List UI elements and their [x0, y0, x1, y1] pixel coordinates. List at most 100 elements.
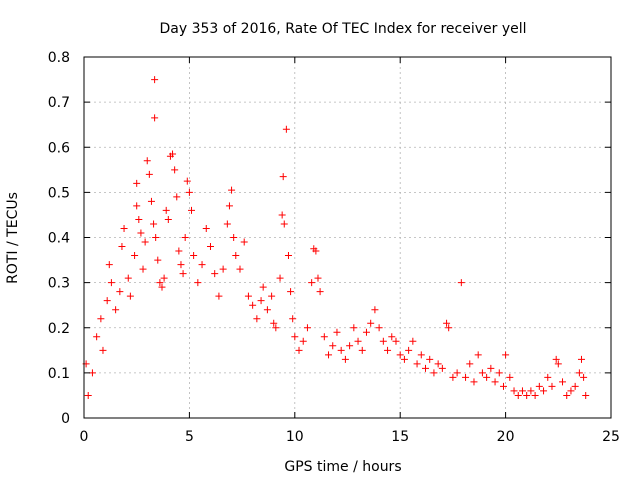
data-point — [434, 360, 442, 368]
data-point — [462, 373, 470, 381]
data-point — [135, 215, 143, 223]
data-point — [518, 387, 526, 395]
axis-ticks — [83, 56, 612, 419]
y-tick-label: 0.6 — [48, 140, 70, 156]
data-point — [495, 369, 503, 377]
data-point — [280, 220, 288, 228]
data-point — [499, 382, 507, 390]
data-point — [559, 378, 567, 386]
data-point — [116, 288, 124, 296]
data-point — [257, 297, 265, 305]
data-point — [333, 328, 341, 336]
data-point — [173, 193, 181, 201]
data-point — [409, 337, 417, 345]
data-point — [156, 279, 164, 287]
data-point — [341, 355, 349, 363]
data-point — [540, 387, 548, 395]
data-point — [308, 279, 316, 287]
data-point — [120, 224, 128, 232]
data-point — [303, 324, 311, 332]
data-point — [312, 247, 320, 255]
data-point — [316, 288, 324, 296]
data-point — [225, 202, 233, 210]
data-point — [375, 324, 383, 332]
data-point — [396, 351, 404, 359]
data-point — [582, 391, 590, 399]
data-point — [124, 274, 132, 282]
data-point — [215, 292, 223, 300]
data-point — [278, 211, 286, 219]
data-point — [169, 150, 177, 158]
plot-frame — [83, 56, 612, 419]
data-point — [457, 279, 465, 287]
data-point — [491, 378, 499, 386]
data-point — [453, 369, 461, 377]
data-point — [232, 252, 240, 260]
data-point — [259, 283, 267, 291]
data-point — [552, 355, 560, 363]
data-point — [202, 224, 210, 232]
data-point — [577, 355, 585, 363]
data-points — [82, 76, 590, 399]
data-point — [362, 328, 370, 336]
y-tick-label: 0.3 — [48, 276, 70, 292]
data-point — [103, 297, 111, 305]
data-point — [358, 346, 366, 354]
data-point — [426, 355, 434, 363]
x-tick-labels: 0 5 10 15 20 25 — [80, 429, 620, 445]
data-point — [152, 234, 160, 241]
y-axis-title: ROTI / TECUs — [5, 192, 21, 284]
data-point — [445, 324, 453, 332]
data-point — [474, 351, 482, 359]
data-point — [223, 220, 231, 228]
data-point — [548, 382, 556, 390]
data-point — [133, 202, 141, 210]
data-point — [350, 324, 358, 332]
data-point — [112, 306, 120, 314]
grid — [84, 57, 611, 418]
data-point — [145, 170, 153, 178]
data-point — [171, 166, 179, 174]
data-point — [97, 315, 105, 323]
y-tick-label: 0.1 — [48, 366, 70, 382]
data-point — [478, 369, 486, 377]
data-point — [417, 351, 425, 359]
data-point — [84, 391, 92, 399]
data-point — [118, 243, 126, 251]
data-point — [151, 76, 159, 84]
x-tick-label: 10 — [286, 429, 304, 445]
data-point — [150, 220, 158, 228]
data-point — [194, 279, 202, 287]
data-point — [487, 364, 495, 372]
data-point — [107, 279, 115, 287]
data-point — [563, 391, 571, 399]
data-point — [289, 315, 297, 323]
data-point — [236, 265, 244, 273]
data-point — [190, 252, 198, 260]
x-tick-label: 5 — [185, 429, 194, 445]
data-point — [284, 252, 292, 260]
data-point — [177, 261, 185, 269]
data-point — [137, 229, 145, 237]
data-point — [325, 351, 333, 359]
data-point — [279, 173, 287, 181]
data-point — [535, 382, 543, 390]
data-point — [466, 360, 474, 368]
data-point — [371, 306, 379, 314]
data-point — [295, 346, 303, 354]
y-tick-label: 0.8 — [48, 50, 70, 66]
chart-title: Day 353 of 2016, Rate Of TEC Index for r… — [159, 21, 526, 37]
data-point — [299, 337, 307, 345]
data-point — [139, 265, 147, 273]
data-point — [531, 391, 539, 399]
data-point — [392, 337, 400, 345]
data-point — [211, 270, 219, 278]
y-tick-label: 0.2 — [48, 321, 70, 337]
data-point — [567, 387, 575, 395]
data-point — [133, 179, 141, 187]
data-point — [291, 333, 299, 341]
data-point — [240, 238, 248, 246]
data-point — [367, 319, 375, 327]
data-point — [438, 364, 446, 372]
